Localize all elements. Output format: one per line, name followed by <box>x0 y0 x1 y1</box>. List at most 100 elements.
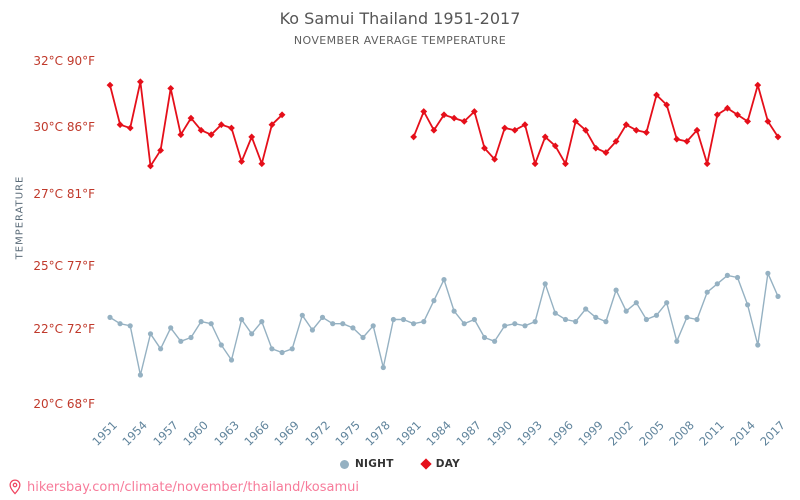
night-point <box>127 323 133 329</box>
day-point <box>470 108 478 115</box>
night-point <box>319 314 326 320</box>
day-point <box>602 149 610 156</box>
day-point <box>734 111 741 119</box>
night-point <box>168 325 174 331</box>
night-point <box>218 342 224 348</box>
night-point <box>704 289 710 295</box>
night-point <box>117 321 123 327</box>
legend-night-label: NIGHT <box>354 458 394 470</box>
day-point <box>612 138 620 145</box>
night-point <box>542 281 548 287</box>
footer: hikersbay.com/climate/november/thailand/… <box>8 479 359 495</box>
day-point <box>136 78 144 86</box>
night-point <box>461 321 467 327</box>
night-point <box>633 300 639 306</box>
day-line <box>109 80 283 167</box>
night-point <box>289 346 295 352</box>
night-point <box>603 319 609 325</box>
night-point <box>350 325 356 331</box>
night-point <box>330 321 336 327</box>
day-point <box>723 104 731 112</box>
night-point <box>178 338 184 344</box>
night-point <box>269 346 275 352</box>
day-point <box>207 131 215 139</box>
night-point <box>593 314 599 320</box>
night-point <box>299 312 305 318</box>
night-point <box>775 293 781 299</box>
day-point <box>177 131 185 139</box>
day-point <box>147 162 154 170</box>
day-point <box>531 160 539 168</box>
day-point <box>653 91 660 99</box>
night-point <box>512 321 518 327</box>
night-point <box>532 319 538 325</box>
night-marker-icon <box>339 459 349 469</box>
y-tick-label: 27°C 81°F <box>33 187 95 201</box>
night-point <box>481 334 488 341</box>
chart-subtitle: NOVEMBER AVERAGE TEMPERATURE <box>293 34 507 47</box>
legend-day-label: DAY <box>435 458 461 470</box>
day-point <box>167 85 175 92</box>
night-point <box>198 319 204 325</box>
day-point <box>481 144 488 152</box>
day-point <box>744 118 752 125</box>
day-point <box>663 101 671 109</box>
night-point <box>765 270 771 276</box>
night-point <box>380 364 386 371</box>
night-point <box>522 323 528 329</box>
night-point <box>653 312 660 318</box>
night-point <box>390 316 396 323</box>
day-point <box>430 126 438 134</box>
day-point <box>106 81 114 89</box>
night-point <box>724 272 731 278</box>
y-tick-label: 20°C 68°F <box>33 397 95 411</box>
day-point <box>774 133 782 141</box>
night-point <box>492 338 498 344</box>
day-point <box>258 160 266 168</box>
night-point <box>421 319 427 325</box>
footer-link[interactable]: hikersbay.com/climate/november/thailand/… <box>27 479 360 495</box>
day-point <box>703 160 711 168</box>
day-point <box>460 118 468 125</box>
y-tick-label: 32°C 90°F <box>33 54 95 68</box>
day-point <box>673 135 681 143</box>
night-point <box>107 314 113 320</box>
day-point <box>501 124 509 132</box>
night-point <box>249 331 255 337</box>
night-point <box>613 287 619 293</box>
night-point <box>279 349 285 356</box>
night-point <box>755 342 761 348</box>
night-point <box>623 308 629 314</box>
legend-item-night: NIGHT <box>339 458 394 470</box>
day-point <box>713 111 721 119</box>
day-point <box>440 111 448 119</box>
night-point <box>562 316 569 323</box>
day-point <box>562 160 569 168</box>
day-marker-icon <box>420 458 432 470</box>
day-point <box>228 124 235 132</box>
day-point <box>410 133 418 141</box>
night-point <box>411 321 417 327</box>
y-tick-label: 22°C 72°F <box>33 322 95 336</box>
day-point <box>551 142 559 150</box>
night-point <box>431 298 437 304</box>
night-point <box>370 323 376 329</box>
day-point <box>238 158 245 165</box>
night-point <box>441 277 447 283</box>
night-point <box>684 314 690 320</box>
day-point <box>622 121 630 129</box>
day-point <box>541 133 549 141</box>
day-point <box>511 126 519 134</box>
day-point <box>450 114 458 122</box>
night-point <box>147 331 154 337</box>
night-point <box>502 323 508 329</box>
day-point <box>491 155 499 163</box>
y-tick-label: 25°C 77°F <box>33 259 95 273</box>
night-point <box>137 372 143 378</box>
day-point <box>754 81 762 89</box>
night-point <box>158 346 164 352</box>
night-point <box>694 316 700 323</box>
day-point <box>521 121 529 129</box>
night-point <box>259 319 265 325</box>
